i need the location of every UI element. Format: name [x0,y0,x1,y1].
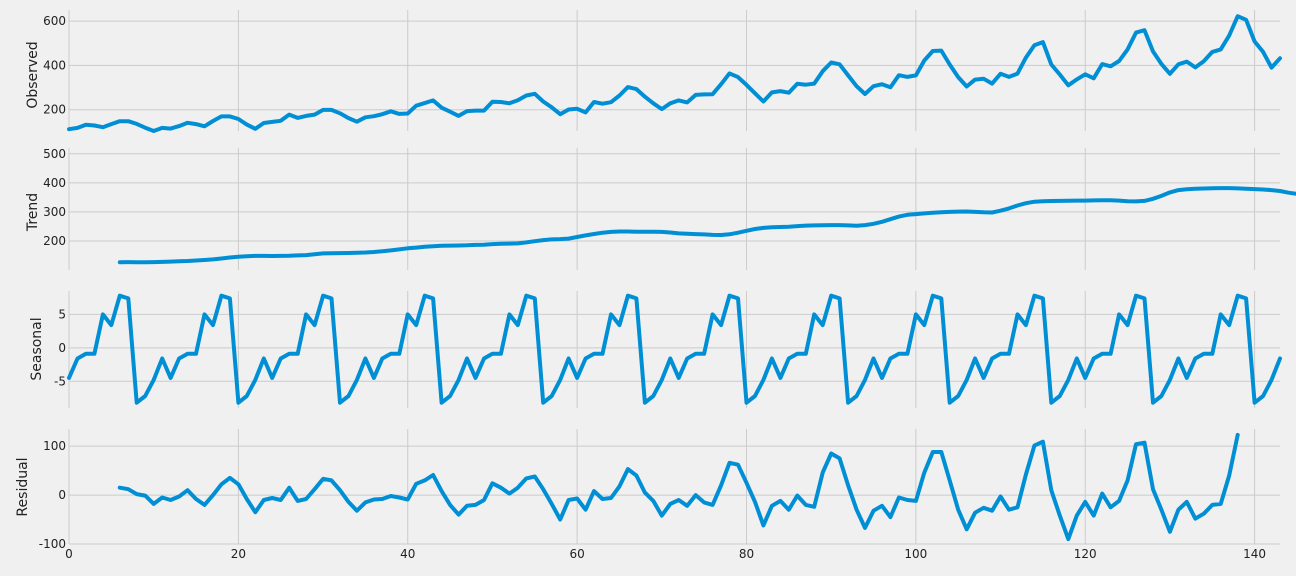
seasonal-y-tick-label: 0 [58,341,66,355]
residual-axis-label: Residual [15,457,31,516]
trend-y-tick-label: 500 [43,147,66,161]
observed-y-tick-label: 600 [43,14,66,28]
residual-y-tick-label: -100 [39,537,66,551]
residual-y-ticks: 100 0 -100 [39,439,66,551]
x-tick-label: 120 [1074,547,1097,561]
trend-axis-label: Trend [25,193,41,232]
trend-y-tick-label: 300 [43,205,66,219]
seasonal-axis-label: Seasonal [29,317,45,380]
residual-grid [68,429,1280,545]
trend-y-ticks: 200 300 400 500 [43,147,66,248]
x-tick-label: 40 [400,547,415,561]
residual-series-line [117,432,1240,542]
seasonal-y-tick-label: 5 [58,307,66,321]
observed-y-tick-label: 200 [43,103,66,117]
observed-y-tick-label: 400 [43,58,66,72]
trend-series-line [117,186,1296,265]
residual-y-tick-label: 0 [58,488,66,502]
observed-axis-label: Observed [25,41,41,108]
x-tick-label: 0 [65,547,73,561]
x-tick-label: 20 [231,547,246,561]
trend-grid [68,148,1280,270]
residual-x-ticks: 0 20 40 60 80 100 120 140 [65,547,1266,561]
seasonal-y-tick-label: -5 [54,374,66,388]
seasonal-panel: 5 0 -5 Seasonal [29,291,1282,408]
x-tick-label: 60 [569,547,584,561]
trend-y-tick-label: 400 [43,176,66,190]
trend-panel: 200 300 400 500 Trend [25,147,1296,270]
observed-series-line [67,14,1282,133]
observed-grid [68,10,1280,131]
observed-panel: 200 400 600 Observed [25,10,1282,133]
seasonal-grid [68,291,1280,408]
x-tick-label: 140 [1243,547,1266,561]
x-tick-label: 100 [904,547,927,561]
residual-y-tick-label: 100 [43,439,66,453]
trend-y-tick-label: 200 [43,234,66,248]
x-tick-label: 80 [739,547,754,561]
observed-y-ticks: 200 400 600 [43,14,66,117]
seasonal-y-ticks: 5 0 -5 [54,307,66,388]
seasonal-series-line [67,293,1282,405]
